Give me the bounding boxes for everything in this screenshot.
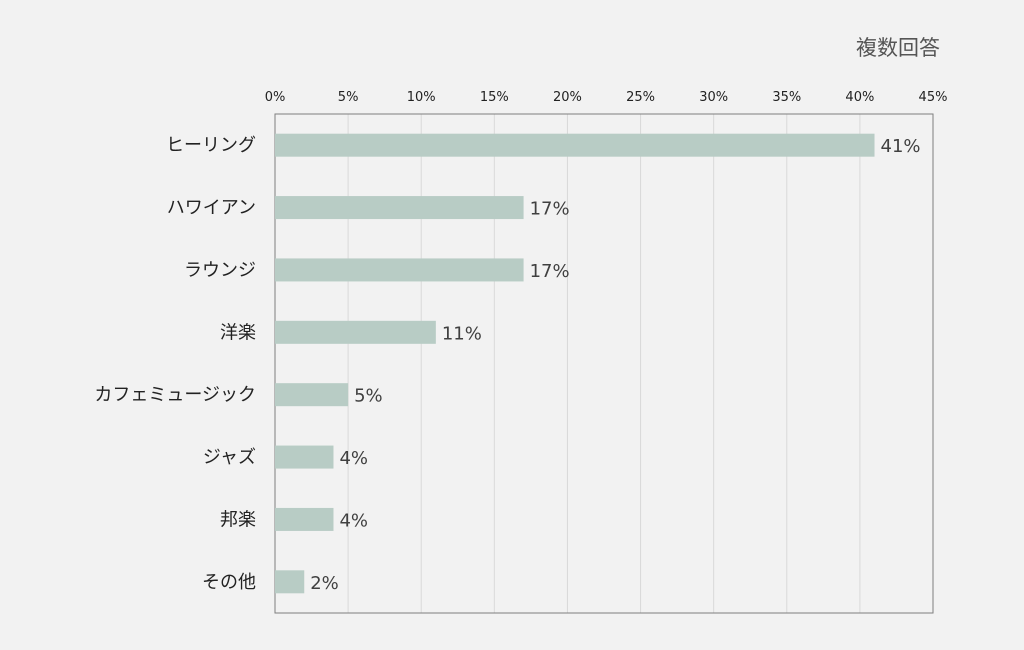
value-label: 11% — [442, 323, 482, 344]
category-label: ヒーリング — [166, 135, 256, 156]
x-tick-label: 20% — [553, 90, 582, 105]
x-tick-label: 30% — [699, 90, 728, 105]
bar — [275, 320, 436, 344]
value-label: 4% — [339, 448, 368, 469]
value-label: 5% — [354, 386, 383, 407]
bar — [275, 445, 334, 469]
bar — [275, 133, 875, 157]
category-label: カフェミュージック — [94, 385, 256, 406]
x-tick-label: 35% — [772, 90, 801, 105]
bar — [275, 383, 349, 407]
category-label: 邦楽 — [220, 509, 256, 530]
x-tick-label: 5% — [338, 90, 359, 105]
bar — [275, 507, 334, 531]
bar — [275, 196, 524, 220]
bar — [275, 258, 524, 282]
category-label: ジャズ — [203, 447, 256, 468]
multiple-answer-note: 複数回答 — [856, 36, 940, 60]
value-label: 41% — [881, 136, 921, 157]
category-label: その他 — [202, 572, 256, 593]
x-tick-label: 45% — [919, 90, 948, 105]
x-tick-label: 25% — [626, 90, 655, 105]
value-label: 17% — [530, 261, 570, 282]
category-label: ハワイアン — [167, 198, 256, 219]
bar — [275, 570, 305, 594]
category-label: 洋楽 — [220, 322, 256, 343]
value-label: 17% — [530, 199, 570, 220]
x-tick-label: 10% — [407, 90, 436, 105]
x-tick-label: 0% — [265, 90, 286, 105]
value-label: 4% — [339, 510, 368, 531]
x-tick-label: 15% — [480, 90, 509, 105]
x-tick-label: 40% — [845, 90, 874, 105]
category-label: ラウンジ — [184, 260, 256, 281]
plot-frame — [274, 113, 934, 614]
value-label: 2% — [310, 573, 339, 594]
